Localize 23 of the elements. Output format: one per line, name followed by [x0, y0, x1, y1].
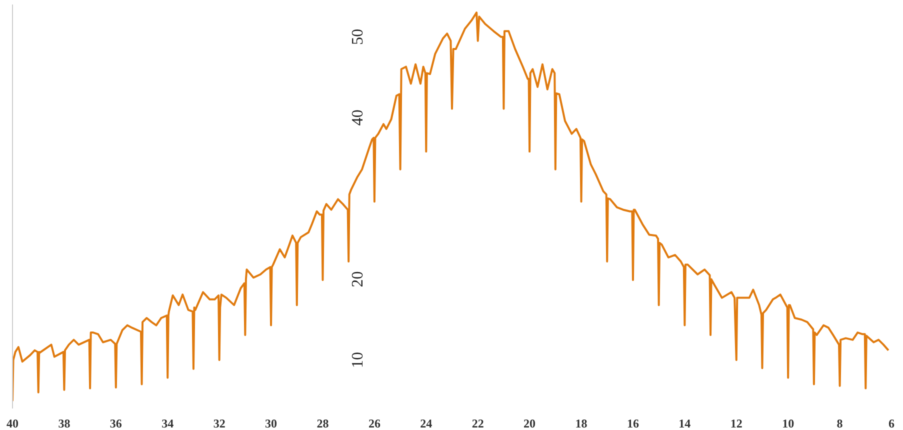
line-series	[12, 12, 890, 402]
y-tick-label: 40	[350, 110, 367, 126]
x-tick-label: 12	[730, 416, 742, 430]
x-tick-label: 6	[888, 416, 894, 430]
x-tick-label: 22	[472, 416, 484, 430]
y-tick-label: 50	[350, 28, 367, 45]
x-tick-label: 38	[58, 416, 70, 430]
x-tick-label: 28	[316, 416, 329, 430]
x-tick-label: 10	[782, 416, 794, 430]
y-tick-label: 20	[350, 271, 367, 288]
x-tick-label: 32	[213, 416, 226, 430]
x-tick-label: 26	[368, 416, 380, 430]
x-tick-label: 24	[420, 416, 432, 430]
x-tick-label: 30	[265, 416, 278, 430]
x-tick-label: 18	[575, 416, 588, 430]
x-tick-label: 20	[524, 416, 536, 430]
x-tick-label: 8	[836, 416, 843, 430]
x-tick-label: 16	[626, 416, 639, 430]
y-tick-label: 10	[350, 352, 367, 368]
x-tick-label: 36	[110, 416, 122, 430]
x-tick-label: 14	[678, 416, 691, 430]
x-tick-label: 34	[162, 416, 174, 430]
x-tick-label: 40	[6, 416, 18, 430]
